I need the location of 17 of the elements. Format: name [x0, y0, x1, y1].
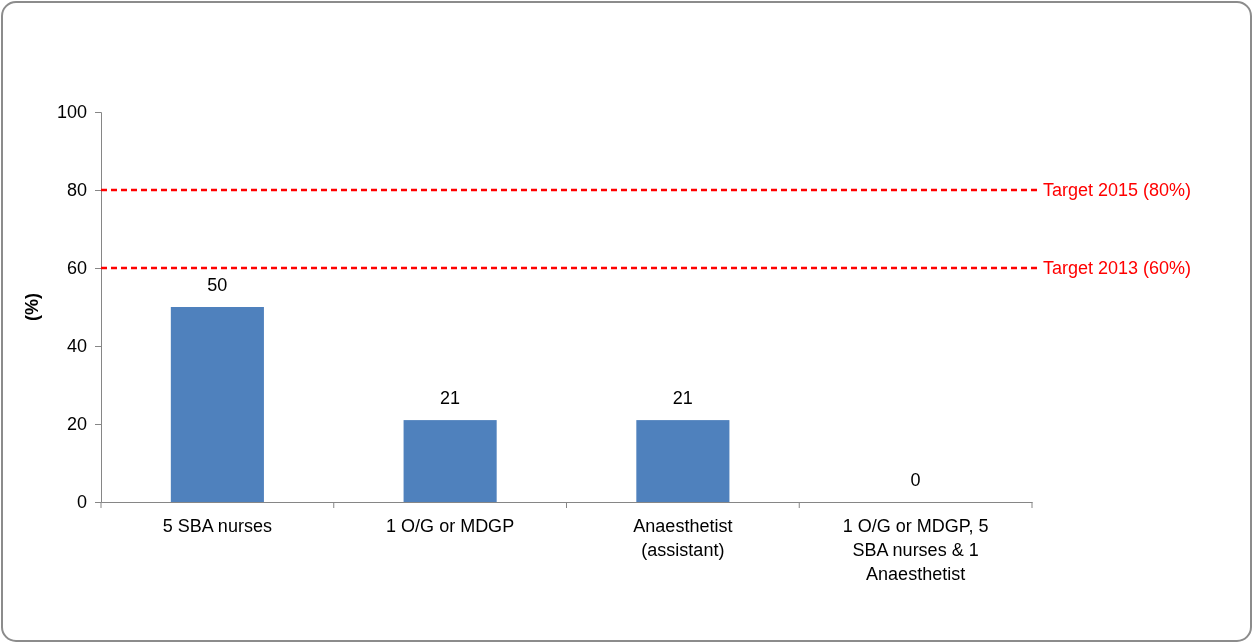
x-tick-label: Anaesthetist (assistant)	[633, 516, 733, 560]
y-tick-label: 40	[66, 336, 87, 357]
data-label: 21	[440, 388, 461, 409]
data-label: 21	[672, 388, 693, 409]
data-label: 50	[207, 275, 228, 295]
ref-line-label: Target 2015 (80%)	[1043, 180, 1192, 201]
x-tick-label: 1 O/G or MDGP	[386, 516, 515, 536]
y-tick-label: 100	[56, 102, 87, 123]
data-label: 0	[910, 470, 921, 490]
ref-line-label: Target 2013 (60%)	[1043, 258, 1192, 279]
x-tick-label: 5 SBA nurses	[162, 516, 272, 536]
y-tick-label: 80	[66, 180, 87, 201]
x-tick-label: 1 O/G or MDGP, 5 SBA nurses & 1 Anaesthetist	[842, 516, 989, 584]
y-tick-label: 60	[66, 258, 87, 279]
y-axis-title: (%)	[22, 293, 42, 321]
y-tick-label: 20	[66, 414, 87, 435]
y-tick-label: 0	[76, 492, 87, 513]
